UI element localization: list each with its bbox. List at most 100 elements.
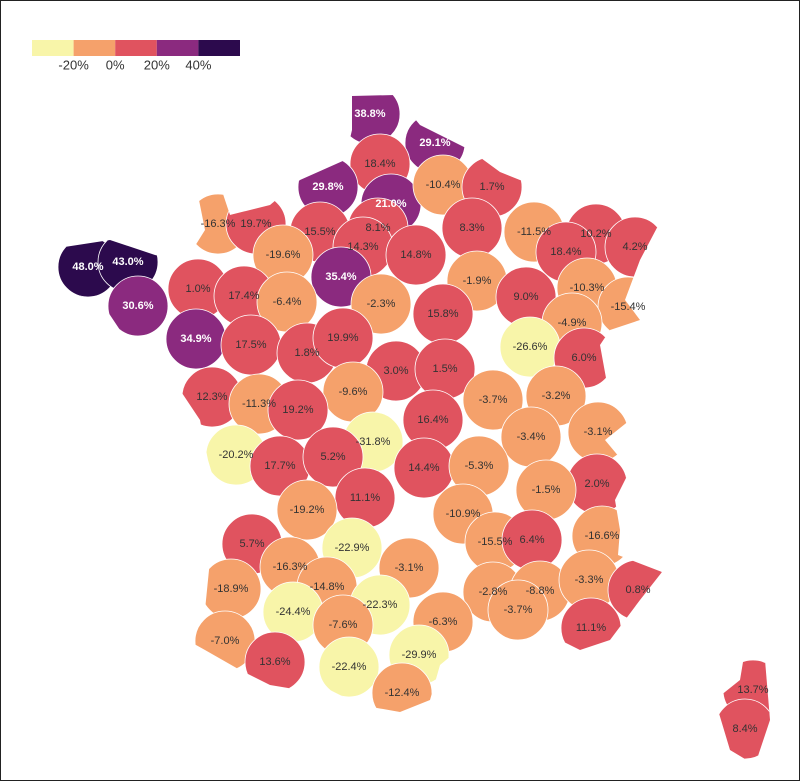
region-label: -7.0%	[211, 635, 240, 647]
region-label: 3.0%	[383, 365, 408, 377]
legend-tick-label: -20%	[58, 57, 89, 72]
region-label: -16.6%	[585, 530, 620, 542]
region-label: -22.9%	[335, 542, 370, 554]
region-label: -3.7%	[504, 604, 533, 616]
region-label: 12.3%	[196, 391, 227, 403]
region-label: 19.7%	[240, 218, 271, 230]
region-label: 18.4%	[550, 246, 581, 258]
region-label: 48.0%	[72, 261, 103, 273]
region-label: -11.3%	[242, 398, 276, 410]
region-label: 18.4%	[364, 158, 395, 170]
region-label: 17.5%	[235, 339, 266, 351]
legend-swatch	[115, 40, 157, 56]
region	[462, 369, 524, 431]
legend-tick-label: 40%	[185, 57, 211, 72]
region-label: 8.3%	[459, 222, 484, 234]
legend-swatch	[156, 40, 199, 56]
region	[487, 579, 549, 641]
region-label: -9.6%	[339, 386, 368, 398]
region-label: 34.9%	[180, 333, 211, 345]
legend: -20% 0% 20% 40%	[32, 40, 240, 72]
region-label: -6.4%	[273, 296, 302, 308]
region-label: 19.2%	[282, 404, 313, 416]
legend-tick-label: 0%	[106, 57, 125, 72]
region-label: 17.4%	[228, 290, 259, 302]
region	[267, 379, 329, 441]
region	[302, 426, 364, 488]
region-label: -4.9%	[558, 317, 587, 329]
region-label: 15.5%	[304, 226, 335, 238]
region-label: -29.9%	[402, 649, 437, 661]
region-label: -15.5%	[478, 536, 513, 548]
region-label: -3.1%	[584, 426, 613, 438]
region-label: -7.6%	[329, 619, 358, 631]
region	[318, 636, 380, 698]
region-label: -26.6%	[513, 341, 548, 353]
region-label: -12.4%	[385, 687, 420, 699]
region-label: 14.3%	[347, 241, 378, 253]
region-label: -19.2%	[290, 504, 325, 516]
region-label: -11.5%	[517, 226, 551, 238]
region-label: 1.5%	[432, 363, 457, 375]
region-label: -16.3%	[273, 561, 308, 573]
region-label: -18.9%	[214, 583, 249, 595]
region-label: 8.1%	[365, 222, 390, 234]
region-label: 30.6%	[122, 300, 153, 312]
region-label: 29.1%	[419, 137, 450, 149]
region	[107, 275, 169, 337]
region-label: -3.7%	[479, 394, 508, 406]
region-label: -14.8%	[310, 581, 345, 593]
region-label: -31.8%	[356, 436, 391, 448]
region-label: -5.3%	[465, 460, 494, 472]
region-label: 35.4%	[325, 271, 356, 283]
region-label: 1.8%	[294, 347, 319, 359]
region-label: -3.4%	[517, 431, 546, 443]
region-label: -15.4%	[611, 301, 646, 313]
region-label: 38.8%	[354, 108, 385, 120]
region-label: -22.3%	[363, 599, 398, 611]
region-label: 11.1%	[576, 622, 607, 634]
region-label: -10.9%	[446, 508, 481, 520]
region-label: -1.5%	[532, 484, 561, 496]
region-label: 14.8%	[400, 249, 431, 261]
region-label: -8.8%	[526, 585, 555, 597]
region-label: 9.0%	[513, 291, 538, 303]
region-labels: 38.8% 29.1% 18.4% 29.8% 21.0% -10.4% 1.7% -16.3…	[72, 108, 768, 735]
region-label: -24.4%	[276, 606, 311, 618]
region-label: 8.4%	[732, 723, 757, 735]
region-label: 6.4%	[519, 534, 544, 546]
region-label: -20.2%	[219, 449, 254, 461]
legend-tick-label: 20%	[144, 57, 170, 72]
region-label: -2.3%	[367, 298, 396, 310]
region-label: 21.0%	[375, 198, 406, 210]
legend-swatch	[198, 40, 240, 56]
region-label: -16.3%	[201, 218, 236, 230]
region-label: 6.0%	[571, 352, 596, 364]
region-label: 15.8%	[427, 308, 458, 320]
region-label: -2.8%	[479, 586, 508, 598]
region-label: 43.0%	[112, 256, 143, 268]
region-label: -3.1%	[395, 562, 424, 574]
region-label: 1.0%	[185, 283, 210, 295]
region-label: 29.8%	[312, 181, 343, 193]
region	[276, 479, 338, 541]
region-label: 5.7%	[239, 538, 264, 550]
legend-swatch	[32, 40, 74, 56]
region-label: -3.3%	[575, 574, 604, 586]
region-label: -1.9%	[463, 275, 492, 287]
region-label: -10.4%	[426, 179, 461, 191]
region-label: 2.0%	[584, 478, 609, 490]
region-label: -6.3%	[429, 616, 458, 628]
region-label: -19.6%	[266, 249, 301, 261]
region-label: 11.1%	[350, 492, 381, 504]
region-label: 13.6%	[259, 656, 290, 668]
region-label: -10.3%	[570, 282, 605, 294]
region-label: 10.2%	[580, 228, 611, 240]
region	[385, 224, 447, 286]
legend-swatch	[73, 40, 116, 56]
region-label: 14.4%	[408, 462, 439, 474]
region-label: 5.2%	[320, 451, 345, 463]
region-label: 13.7%	[737, 684, 768, 696]
region-label: 1.7%	[479, 181, 504, 193]
